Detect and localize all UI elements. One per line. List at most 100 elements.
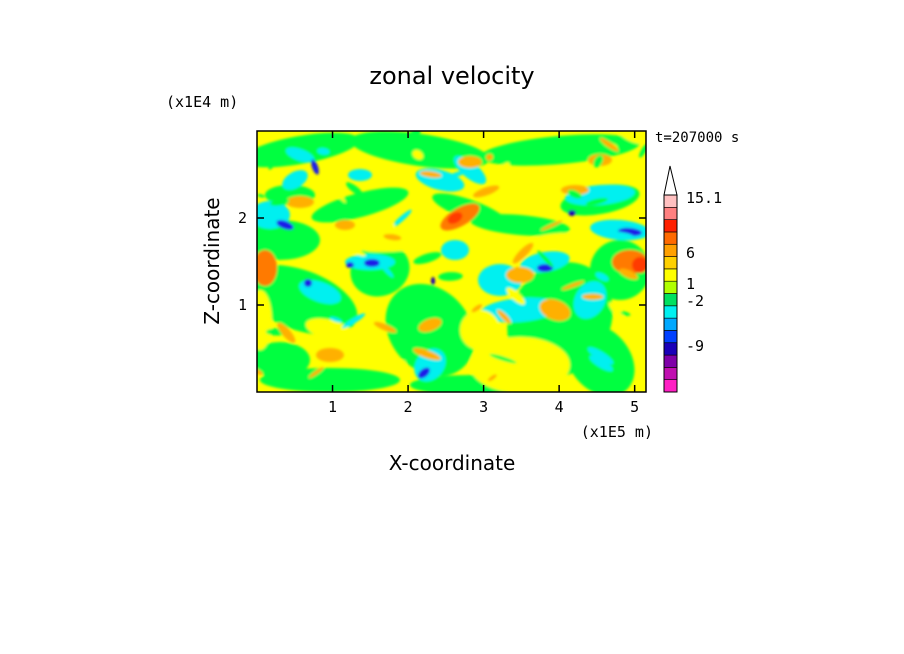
field-blob [346, 182, 364, 197]
field-blob [540, 220, 563, 231]
field-blob [376, 223, 395, 243]
field-blob [593, 155, 604, 168]
field-blob [512, 242, 534, 264]
field-blob [489, 353, 517, 364]
field-blob [257, 194, 265, 198]
colorbar-tick-label: 1 [686, 275, 695, 293]
colorbar-tick-label: -2 [686, 292, 704, 310]
field-blob [410, 200, 437, 216]
field-blob [257, 290, 272, 350]
colorbar-cell [663, 207, 678, 220]
field-blob [373, 321, 397, 333]
colorbar-cell [663, 293, 678, 307]
colorbar-cell [663, 219, 678, 233]
field-blob [364, 259, 380, 267]
field-blob [257, 250, 277, 286]
colorbar-cell [663, 305, 678, 319]
field-blob [277, 322, 296, 343]
y-scale-label: (x1E4 m) [166, 93, 238, 111]
x-tick-label: 3 [479, 398, 488, 416]
field-blob [418, 367, 430, 379]
field-blob [611, 231, 634, 238]
colorbar-tick-label: 15.1 [686, 189, 722, 207]
field-blob [412, 150, 424, 160]
x-scale-label: (x1E5 m) [581, 423, 653, 441]
field-blob [316, 348, 344, 362]
field-blob [535, 236, 543, 247]
field-blob [485, 153, 493, 161]
field-blob [506, 287, 525, 305]
colorbar-tick-label: 6 [686, 244, 695, 262]
colorbar-cell [663, 317, 678, 331]
field-blob [471, 304, 483, 313]
field-blob [470, 337, 570, 392]
field-blob [383, 351, 398, 371]
plot-frame [256, 130, 647, 393]
colorbar-cell [663, 354, 678, 368]
field-blob [418, 318, 442, 332]
field-blob [585, 197, 608, 206]
colorbar: 15.1 6 1-2 -9 [663, 165, 722, 393]
colorbar-cell [663, 243, 678, 257]
field-blob [295, 366, 304, 376]
x-tick-label: 2 [404, 398, 413, 416]
field-blob [632, 257, 646, 273]
field-blob [595, 272, 609, 282]
field-blob [337, 244, 366, 257]
field-blob [567, 189, 582, 199]
field-blob [447, 212, 463, 224]
chart-title: zonal velocity [369, 62, 534, 90]
field-blob [419, 171, 442, 178]
field-blob [537, 250, 554, 267]
field-blob [391, 209, 412, 228]
field-blob [449, 171, 465, 178]
field-blob [282, 170, 308, 190]
field-blob [383, 234, 402, 241]
y-tick-label: 2 [238, 209, 247, 227]
heatmap-field [257, 131, 646, 392]
field-blob [473, 185, 500, 198]
field-blob [276, 220, 294, 230]
field-blob [329, 316, 343, 323]
field-blob [501, 367, 509, 376]
colorbar-cell [663, 330, 678, 344]
field-blob [438, 272, 463, 281]
colorbar-cell [663, 194, 678, 208]
field-blob [286, 196, 314, 208]
field-blob [619, 131, 641, 144]
colorbar-overflow-arrow [663, 165, 678, 196]
colorbar-cell [663, 231, 678, 245]
field-blob [496, 162, 510, 175]
colorbar-cell [663, 256, 678, 270]
field-blob [305, 318, 355, 342]
field-blob [441, 240, 469, 260]
y-axis: 12 [238, 209, 646, 314]
x-tick-label: 4 [555, 398, 564, 416]
field-blob [568, 210, 576, 216]
field-blob [335, 220, 355, 230]
field-blob [348, 169, 372, 181]
field-blob [304, 279, 312, 287]
field-blob [379, 261, 394, 278]
field-blob [458, 156, 482, 168]
x-tick-label: 1 [328, 398, 337, 416]
field-blob [487, 374, 497, 382]
field-blob [268, 163, 275, 170]
field-blob [399, 360, 406, 369]
field-blob [413, 252, 442, 265]
colorbar-cell [663, 280, 678, 294]
field-blob [317, 147, 330, 155]
field-blob [413, 348, 441, 361]
x-tick-label: 5 [630, 398, 639, 416]
field-blob [270, 198, 290, 206]
field-blob [346, 262, 354, 268]
field-blob [537, 264, 553, 272]
field-blob [285, 147, 315, 163]
field-blob [506, 267, 534, 283]
colorbar-cell [663, 342, 678, 356]
field-blob [402, 131, 421, 145]
colorbar-cell [663, 367, 678, 380]
field-blob [431, 277, 435, 285]
field-blob [620, 311, 631, 316]
field-blob [530, 232, 590, 248]
